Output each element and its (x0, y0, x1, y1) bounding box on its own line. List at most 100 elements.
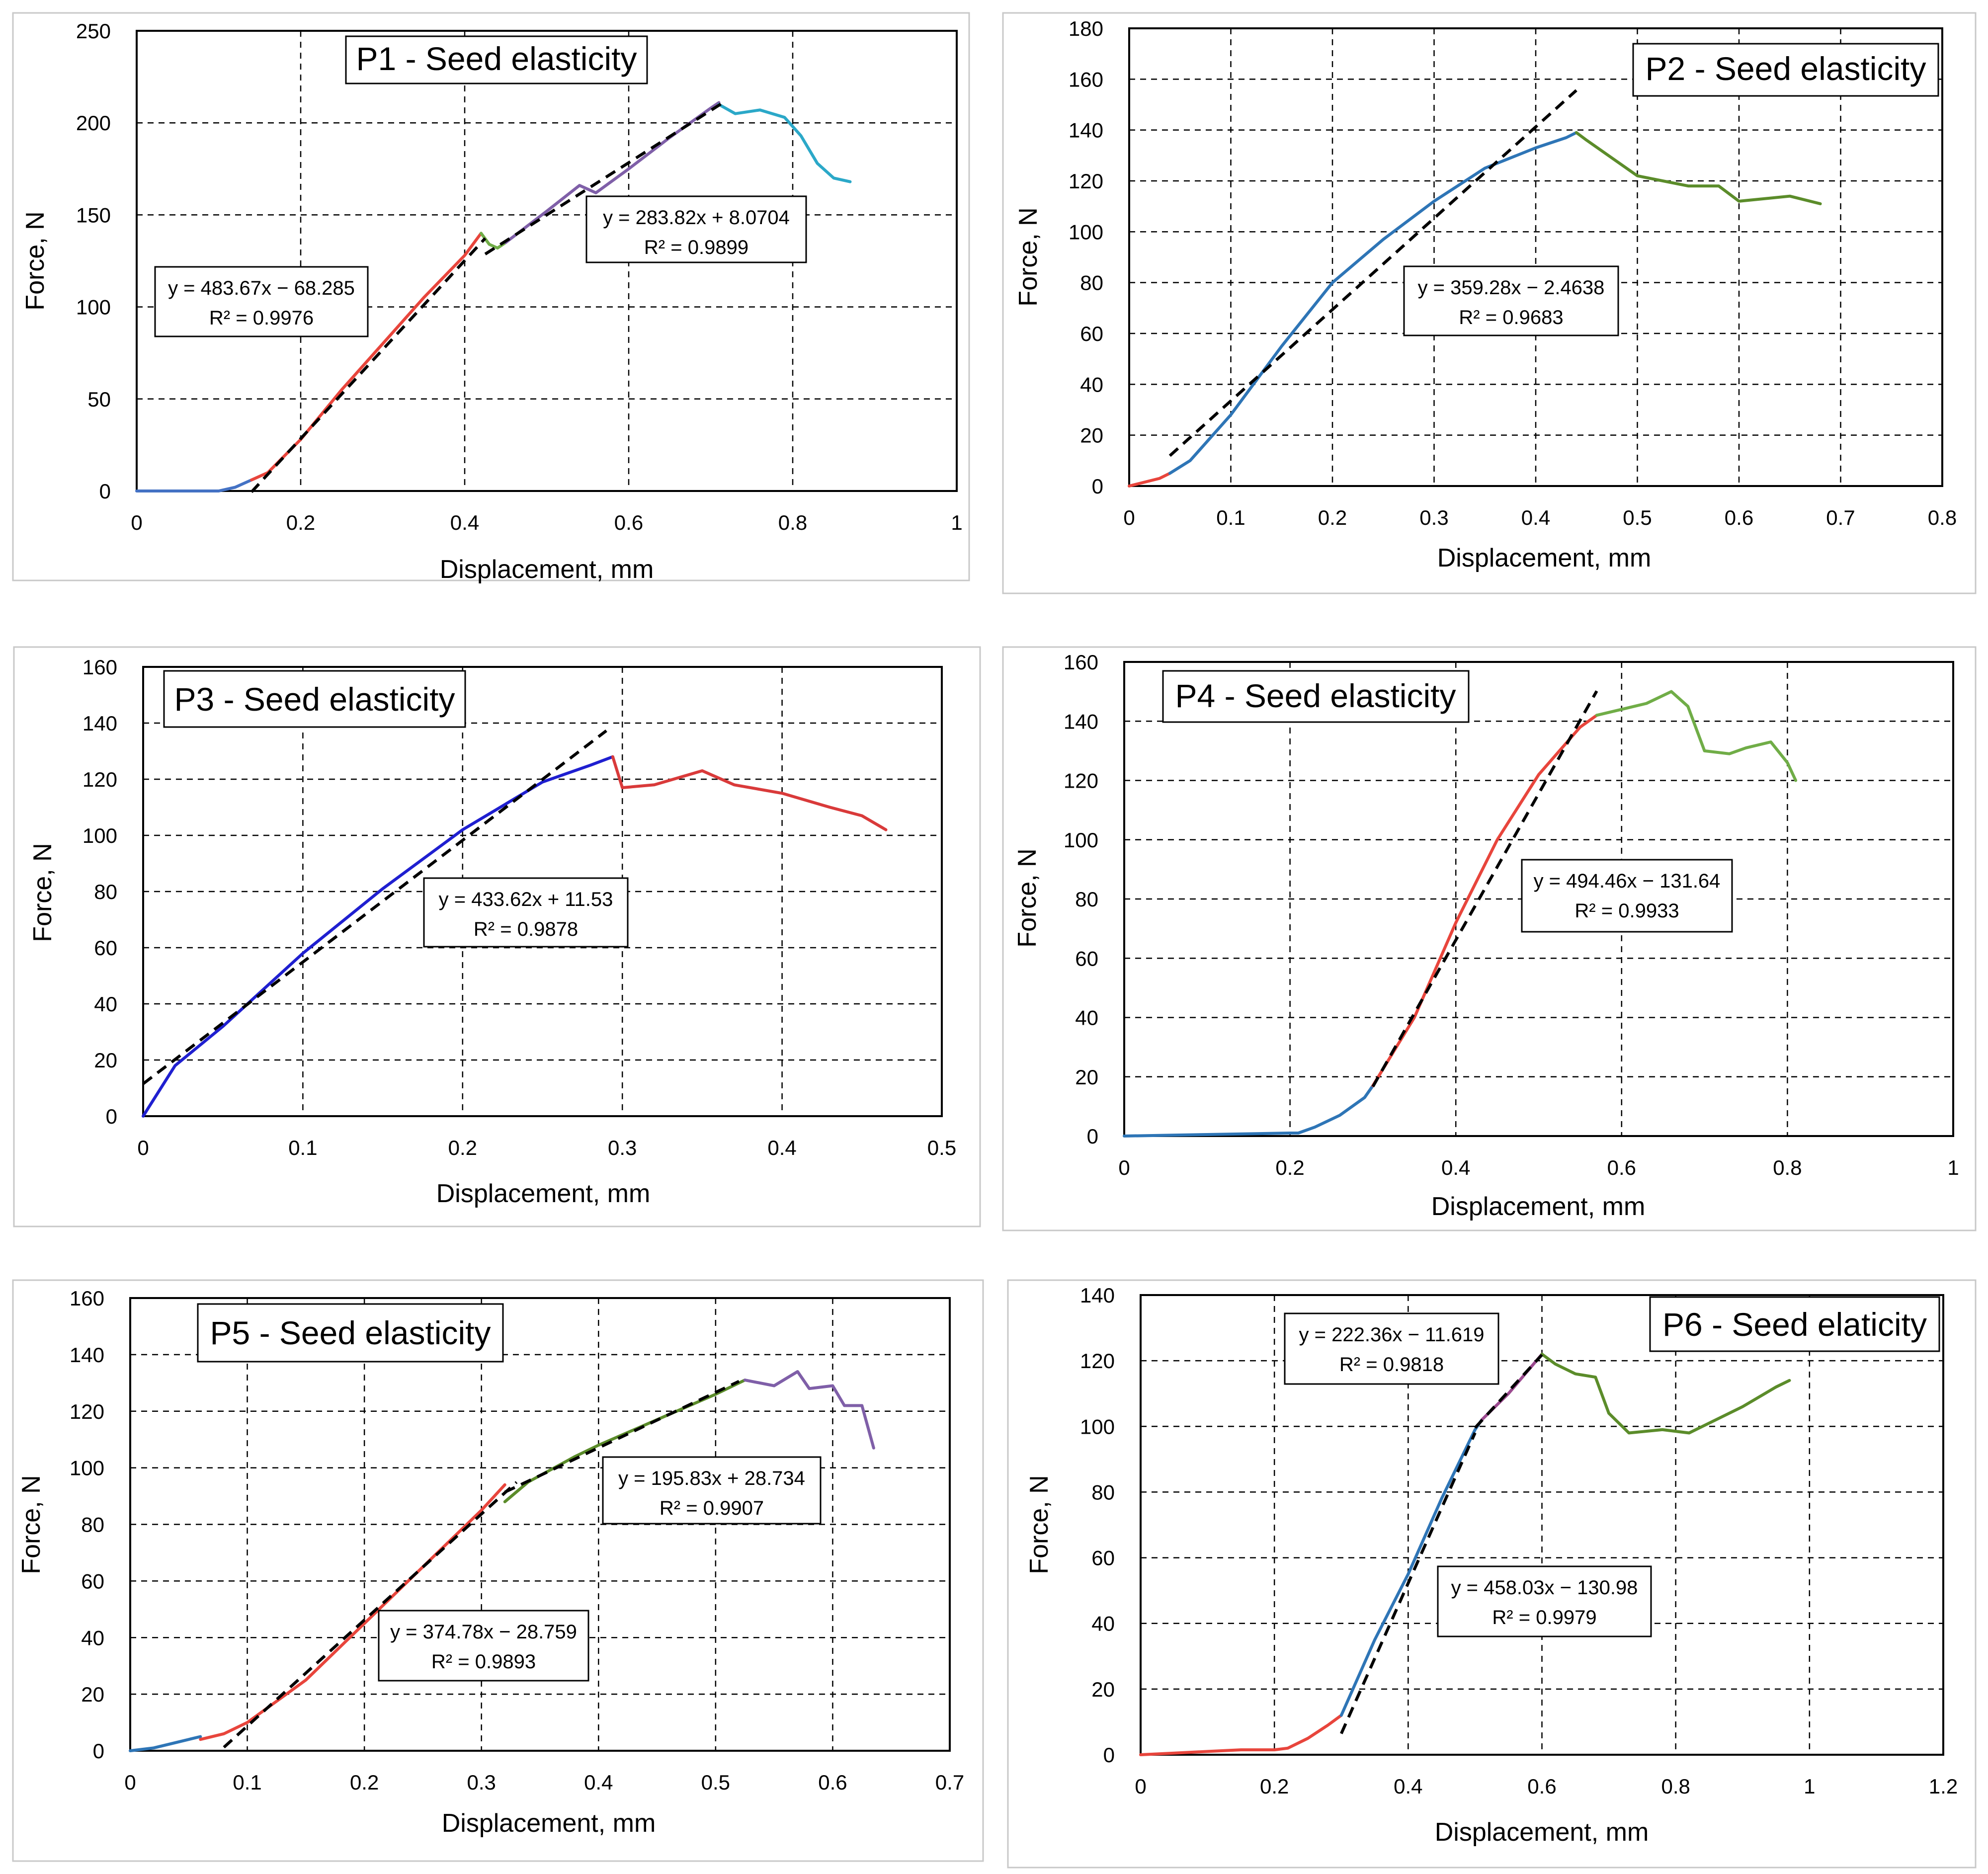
chart-title: P1 - Seed elasticity (356, 40, 637, 77)
chart-title-box (197, 1303, 504, 1363)
x-tick-label: 0.1 (288, 1136, 317, 1159)
x-tick-label: 0 (131, 511, 142, 534)
y-tick-label: 40 (1091, 1612, 1115, 1635)
chart-frame (12, 1279, 984, 1862)
data-series-segment-1 (129, 1735, 202, 1752)
y-axis-label: Force, N (17, 1475, 46, 1574)
x-tick-label: 0.6 (1527, 1775, 1556, 1798)
x-tick-label: 0 (1123, 506, 1135, 529)
x-tick-label: 0.6 (1725, 506, 1753, 529)
x-tick-label: 0 (1135, 1775, 1146, 1798)
data-series-segment-1 (135, 478, 253, 492)
x-axis-label: Displacement, mm (1435, 1818, 1649, 1847)
trendline-equation-box (423, 877, 629, 948)
x-tick-label: 0.8 (1661, 1775, 1690, 1798)
data-series-segment-2 (1168, 131, 1578, 475)
y-tick-label: 20 (1075, 1065, 1098, 1089)
trendline-r-squared: R² = 0.9878 (474, 918, 578, 940)
y-tick-label: 140 (1064, 710, 1098, 733)
y-tick-label: 20 (81, 1683, 104, 1706)
y-tick-label: 120 (83, 768, 117, 791)
y-tick-label: 0 (1103, 1743, 1115, 1767)
y-tick-label: 120 (1080, 1349, 1115, 1373)
x-tick-label: 0.4 (1394, 1775, 1422, 1798)
trendline-r-squared: R² = 0.9893 (431, 1651, 536, 1673)
x-tick-label: 0.5 (927, 1136, 956, 1159)
x-axis-label: Displacement, mm (1431, 1192, 1646, 1221)
y-tick-label: 100 (76, 296, 111, 319)
chart-frame (1002, 646, 1977, 1231)
x-tick-label: 0.6 (614, 511, 643, 534)
trendline-equation: y = 433.62x + 11.53 (439, 889, 613, 910)
data-series-segment-3 (1574, 131, 1822, 205)
y-tick-label: 100 (70, 1457, 104, 1480)
y-tick-label: 60 (1080, 322, 1103, 345)
linear-trendline (1340, 1432, 1477, 1734)
x-tick-label: 0.4 (584, 1771, 613, 1794)
y-tick-label: 120 (70, 1400, 104, 1423)
y-tick-label: 40 (94, 992, 117, 1016)
y-axis-label: Force, N (21, 211, 50, 310)
trendline-equation-box (602, 1456, 822, 1525)
trendline-r-squared: R² = 0.9979 (1492, 1607, 1596, 1629)
data-series-segment-2 (1371, 714, 1598, 1087)
x-tick-label: 0.7 (1826, 506, 1855, 529)
y-tick-label: 140 (1069, 119, 1103, 142)
linear-trendline (1371, 690, 1598, 1087)
y-axis-label: Force, N (1025, 1475, 1054, 1574)
chart-title-box (1162, 670, 1470, 723)
y-tick-label: 100 (1064, 828, 1098, 852)
trendline-r-squared: R² = 0.9933 (1574, 900, 1679, 922)
y-tick-label: 20 (1080, 424, 1103, 447)
x-tick-label: 0.5 (701, 1771, 730, 1794)
data-series-segment-1 (1128, 472, 1171, 488)
trendline-r-squared: R² = 0.9899 (644, 237, 748, 258)
x-tick-label: 0.8 (1773, 1156, 1802, 1179)
x-tick-label: 0.8 (778, 511, 807, 534)
trendline-equation: y = 483.67x − 68.285 (168, 277, 355, 299)
x-tick-label: 0.2 (350, 1771, 379, 1794)
x-tick-label: 0.1 (1216, 506, 1245, 529)
y-tick-label: 60 (94, 936, 117, 960)
linear-trendline (484, 101, 724, 255)
y-tick-label: 40 (81, 1626, 104, 1649)
y-tick-label: 40 (1080, 373, 1103, 396)
data-series-segment-4 (743, 1370, 875, 1450)
x-axis-label: Displacement, mm (1437, 544, 1652, 572)
y-tick-label: 180 (1069, 17, 1103, 40)
x-tick-label: 0.1 (233, 1771, 261, 1794)
data-series-segment-3 (1595, 690, 1798, 782)
trendline-equation: y = 283.82x + 8.0704 (603, 207, 790, 229)
trendline-equation: y = 458.03x − 130.98 (1451, 1577, 1638, 1599)
y-tick-label: 200 (76, 111, 111, 135)
chart-title: P4 - Seed elasticity (1175, 677, 1456, 714)
plot-area (129, 1297, 951, 1752)
x-tick-label: 0.6 (818, 1771, 847, 1794)
y-tick-label: 60 (81, 1569, 104, 1593)
trendline-equation-box (154, 266, 369, 337)
chart-title: P2 - Seed elasticity (1646, 50, 1926, 87)
chart-title-box (163, 670, 466, 728)
chart-panel-1: 0 0.2 0.4 0.6 0.8 1 0 50 100 150 200 250 Displacemen… (12, 12, 970, 584)
data-series-segment-2 (199, 1483, 506, 1741)
y-tick-label: 80 (94, 880, 117, 903)
y-tick-label: 100 (1069, 220, 1103, 244)
data-series-segment-1 (1139, 1713, 1343, 1756)
chart-title-box (1632, 43, 1939, 97)
x-tick-label: 0.8 (1928, 506, 1957, 529)
x-tick-label: 0.4 (1521, 506, 1550, 529)
data-series-segment-2 (250, 232, 483, 482)
x-tick-label: 1 (951, 511, 962, 534)
chart-panel-5: 0 0.1 0.2 0.3 0.4 0.5 0.6 0.7 0 20 40 60 80 100 120 140… (12, 1279, 984, 1862)
x-tick-label: 0.7 (935, 1771, 964, 1794)
plot-area (1123, 661, 1954, 1137)
y-tick-label: 160 (1069, 68, 1103, 91)
y-tick-label: 0 (106, 1105, 117, 1128)
trendline-r-squared: R² = 0.9976 (209, 307, 314, 329)
data-series-segment-4 (1540, 1352, 1791, 1435)
x-tick-label: 1 (1947, 1156, 1959, 1179)
y-tick-label: 80 (1075, 888, 1098, 911)
chart-title: P3 - Seed elasticity (174, 681, 455, 718)
data-series-segment-5 (717, 103, 852, 183)
